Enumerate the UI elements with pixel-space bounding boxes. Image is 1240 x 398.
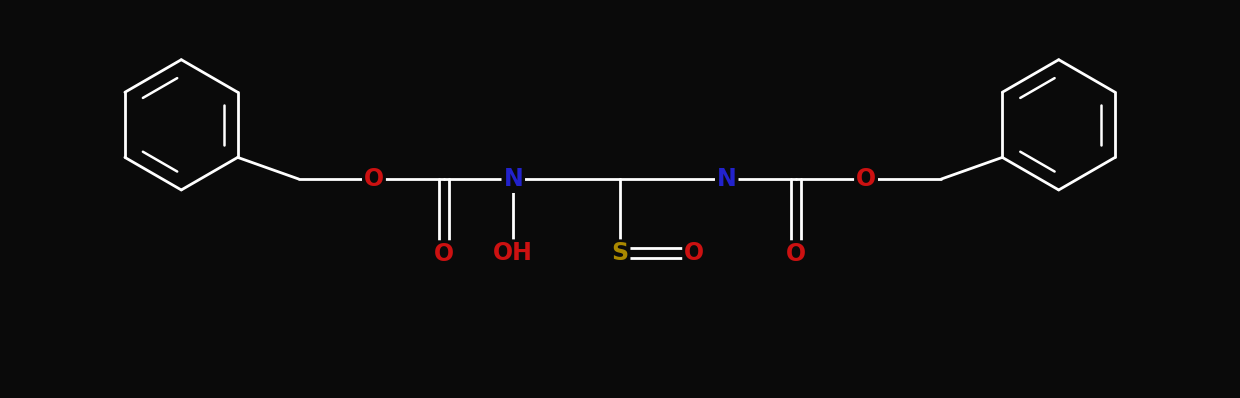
Text: N: N — [503, 167, 523, 191]
Text: O: O — [786, 242, 806, 266]
Text: S: S — [611, 241, 629, 265]
Text: O: O — [434, 242, 454, 266]
Text: N: N — [717, 167, 737, 191]
Text: O: O — [684, 241, 704, 265]
Text: OH: OH — [494, 241, 533, 265]
Text: O: O — [856, 167, 877, 191]
Text: O: O — [363, 167, 384, 191]
